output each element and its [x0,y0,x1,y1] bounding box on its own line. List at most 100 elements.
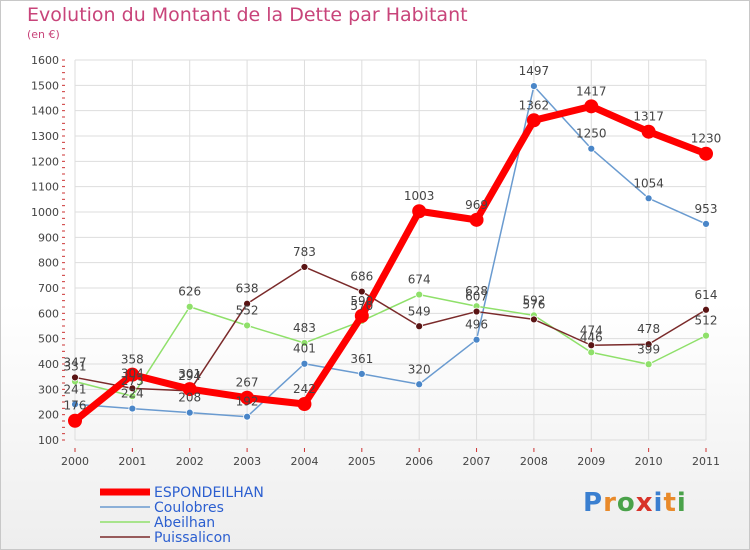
x-tick-label: 2002 [176,455,204,468]
series-point-coulobres [185,408,194,417]
data-label: 969 [465,198,488,212]
series-point-puissalicon [357,287,366,296]
series-point-abeilhan [185,302,194,311]
x-tick-label: 2005 [348,455,376,468]
chart-subtitle: (en €) [27,28,60,41]
data-label: 192 [236,395,259,409]
data-label: 674 [408,273,431,287]
series-line-abeilhan [74,293,707,397]
proxiti-logo: Proxiti [583,488,687,518]
series-point-puissalicon [530,315,538,324]
series-point-espondeilhan [469,212,484,227]
series-point-coulobres [644,194,653,203]
series-point-espondeilhan [699,146,713,161]
data-label: 953 [695,202,718,216]
data-label: 176 [64,399,87,413]
data-label: 358 [121,353,144,367]
x-tick-label: 2006 [405,455,433,468]
data-label: 1003 [404,189,435,203]
series-point-abeilhan [644,360,653,369]
series-point-espondeilhan [412,204,427,219]
data-label: 478 [637,322,660,336]
data-label: 224 [121,387,144,401]
x-tick-label: 2003 [233,455,261,468]
series-point-coulobres [702,220,710,228]
data-label: 549 [408,304,431,318]
y-tick-label: 600 [38,307,59,320]
legend-label: Coulobres [154,500,224,516]
data-label: 320 [408,362,431,376]
series-point-puissalicon [128,384,137,393]
chart-title: Evolution du Montant de la Dette par Hab… [27,4,468,26]
data-label: 607 [465,290,488,304]
series-point-coulobres [71,400,79,409]
data-label: 304 [121,366,144,380]
legend-label: ESPONDEILHAN [154,485,264,501]
y-tick-label: 1200 [31,155,59,168]
data-label: 1417 [576,84,607,98]
series-point-coulobres [357,369,366,378]
data-label: 783 [293,245,316,259]
y-tick-label: 400 [38,358,59,371]
series-point-abeilhan [702,331,710,340]
data-label: 273 [121,374,144,388]
logo-letter: x [635,488,654,518]
series-point-espondeilhan [641,124,656,139]
legend-label: Puissalicon [154,530,231,546]
data-label: 331 [64,359,87,373]
logo-letter: o [616,488,636,518]
x-tick-label: 2001 [118,455,146,468]
data-label: 474 [580,323,603,337]
series-point-abeilhan [128,392,137,401]
data-label: 626 [178,285,201,299]
x-tick-label: 2000 [61,455,89,468]
series-point-abeilhan [300,339,309,347]
data-label: 628 [465,284,488,298]
y-tick-label: 800 [38,257,59,270]
data-label: 552 [236,303,259,317]
series-point-coulobres [530,82,538,90]
data-label: 301 [178,367,201,381]
y-tick-label: 1000 [31,206,59,219]
data-label: 1054 [633,176,664,190]
series-line-puissalicon [74,266,707,392]
y-tick-label: 1600 [31,54,59,67]
y-tick-label: 100 [38,434,59,447]
series-point-espondeilhan [240,390,255,405]
series-point-espondeilhan [297,397,312,412]
data-label: 267 [236,376,259,390]
data-label: 446 [580,330,603,344]
logo-letter: P [583,488,604,518]
series-point-abeilhan [415,290,424,299]
data-label: 496 [465,318,488,332]
series-point-abeilhan [587,348,596,357]
series-point-coulobres [415,380,424,389]
data-label: 614 [695,288,718,302]
y-tick-label: 500 [38,333,59,346]
series-point-puissalicon [644,340,653,349]
legend-label: Abeilhan [154,515,215,531]
y-tick-label: 1100 [31,181,59,194]
series-point-puissalicon [702,305,710,314]
logo-letter: r [603,488,617,518]
y-tick-label: 200 [38,409,59,422]
series-point-coulobres [243,412,251,421]
y-tick-label: 900 [38,231,59,244]
series-point-coulobres [472,335,481,344]
data-label: 686 [350,270,373,284]
data-label: 401 [293,342,316,356]
x-tick-label: 2004 [290,455,318,468]
data-label: 590 [350,294,373,308]
data-label: 483 [293,321,316,335]
series-point-espondeilhan [182,382,197,397]
series-point-espondeilhan [584,99,599,114]
data-label: 1250 [576,127,607,141]
y-tick-label: 1500 [31,79,59,92]
y-tick-label: 1400 [31,105,59,118]
series-point-espondeilhan [354,308,369,323]
logo-letter: i [676,488,687,518]
data-label: 242 [293,382,316,396]
